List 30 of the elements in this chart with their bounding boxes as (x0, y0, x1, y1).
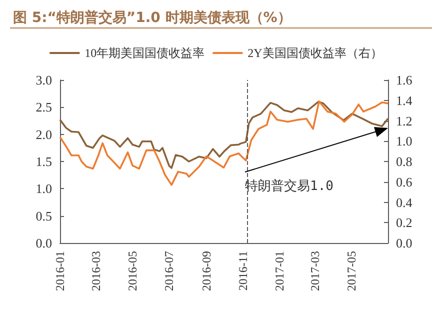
y2-tick-label: 0.0 (396, 236, 412, 250)
x-tick-label: 2016-11 (236, 251, 250, 291)
x-tick-label: 2016-09 (199, 251, 214, 291)
y2-tick-label: 1.4 (396, 92, 413, 108)
y2-tick-label: 1.0 (396, 134, 412, 149)
y-tick-label: 2.0 (36, 126, 52, 142)
x-tick-label: 2016-07 (162, 251, 176, 291)
chart-title: 图 5:“特朗普交易”1.0 时期美债表现（%） (13, 9, 292, 26)
line-series (59, 100, 389, 169)
y-tick-label: 1.5 (36, 154, 52, 169)
x-tick-label: 2016-03 (88, 251, 103, 291)
x-tick-label: 2016-01 (53, 251, 67, 291)
y2-tick-label: 0.2 (396, 215, 412, 230)
y-tick-label: 0.5 (36, 208, 52, 224)
y-tick-label: 1.0 (36, 181, 52, 196)
x-tick-label: 2016-05 (126, 251, 140, 291)
y2-tick-label: 0.8 (396, 154, 412, 169)
y-tick-label: 0.0 (36, 236, 52, 250)
y2-tick-label: 0.4 (396, 194, 413, 210)
x-tick-label: 2017-03 (308, 251, 322, 291)
x-tick-label: 2017-01 (272, 251, 286, 291)
y-tick-label: 2.5 (36, 100, 52, 115)
x-tick-label: 2017-05 (344, 251, 358, 291)
legend-label: 10年期美国国债收益率 (84, 46, 205, 60)
annotation: 特朗普交易1.0 (245, 178, 334, 194)
legend-label: 2Y美国国债收益率（右） (248, 46, 382, 60)
y2-tick-label: 1.6 (396, 72, 413, 88)
y-tick-label: 3.0 (36, 72, 52, 88)
y2-tick-label: 1.2 (396, 113, 412, 128)
y2-tick-label: 0.6 (396, 174, 413, 190)
